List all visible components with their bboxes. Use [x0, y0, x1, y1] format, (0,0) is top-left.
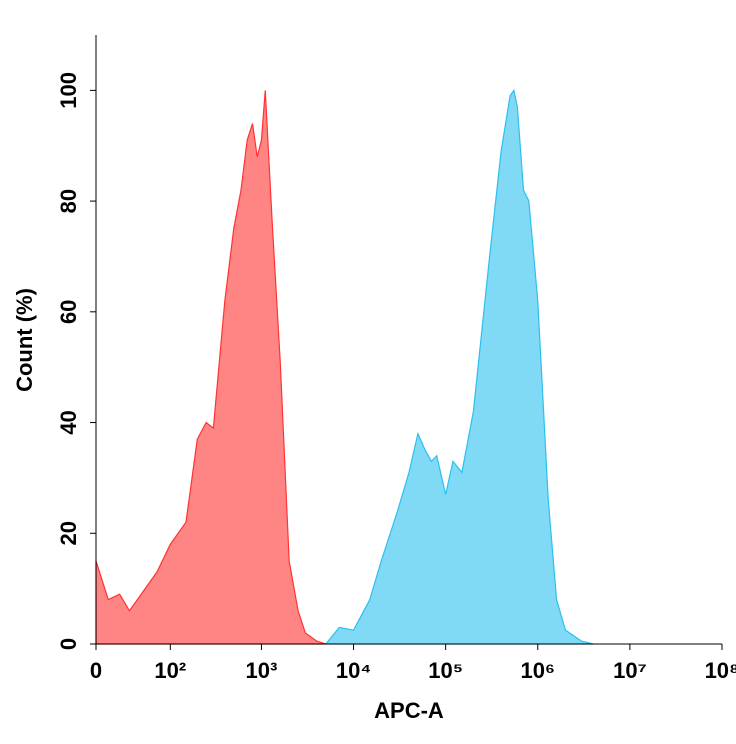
y-tick-label: 100	[56, 72, 81, 109]
x-tick-label: 10³	[246, 658, 278, 683]
x-tick-label: 10⁶	[520, 658, 555, 683]
histogram-area	[324, 88, 594, 645]
y-tick-label: 60	[56, 300, 81, 324]
x-tick-label: 0	[90, 658, 102, 683]
y-tick-label: 20	[56, 521, 81, 545]
x-tick-label: 10⁴	[336, 658, 371, 683]
x-tick-label: 10⁸	[705, 658, 736, 683]
x-axis-label: APC-A	[374, 698, 444, 723]
x-tick-label: 10²	[154, 658, 186, 683]
y-tick-label: 80	[56, 189, 81, 213]
y-tick-label: 40	[56, 410, 81, 434]
x-tick-label: 10⁷	[613, 658, 647, 683]
x-tick-label: 10⁵	[428, 658, 463, 683]
y-axis-label: Count (%)	[12, 288, 37, 392]
histogram-area	[95, 90, 326, 645]
y-tick-label: 0	[56, 638, 81, 650]
